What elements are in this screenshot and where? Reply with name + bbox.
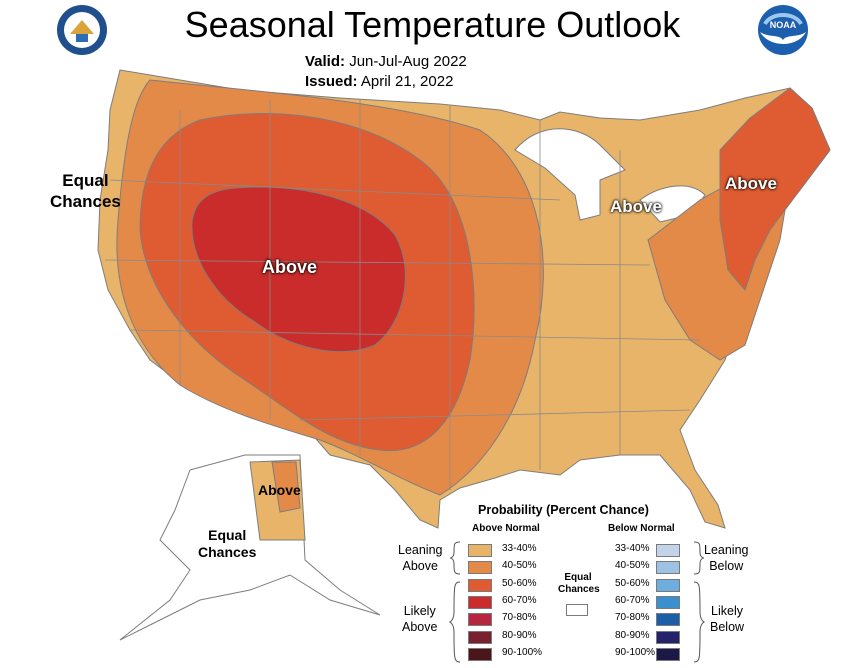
below-label-4: 60-70% bbox=[615, 594, 650, 606]
issued-label: Issued: bbox=[305, 73, 358, 90]
above-swatch-1 bbox=[468, 544, 492, 557]
commerce-seal-logo bbox=[57, 5, 107, 55]
likely-below-label: Likely Below bbox=[710, 604, 745, 634]
legend-above-header: Above Normal bbox=[472, 523, 540, 534]
west-equal-chances-label: Equal Chances bbox=[50, 171, 121, 211]
below-swatch-1 bbox=[656, 544, 680, 557]
below-swatch-4 bbox=[656, 595, 680, 609]
above-swatch-2 bbox=[468, 561, 492, 575]
below-label-1: 33-40% bbox=[615, 543, 650, 554]
above-swatch-4 bbox=[468, 595, 492, 609]
great-lakes bbox=[514, 128, 626, 221]
above-swatch-3 bbox=[468, 578, 492, 592]
northeast-50-60 bbox=[719, 87, 831, 291]
above-label-2: 40-50% bbox=[502, 560, 537, 572]
leaning-above-label: Leaning Above bbox=[398, 543, 443, 573]
valid-label: Valid: bbox=[305, 53, 346, 70]
state-lines bbox=[104, 100, 701, 490]
alaska-40-50 bbox=[271, 461, 301, 513]
noaa-logo: NOAA bbox=[758, 5, 808, 55]
below-label-3: 50-60% bbox=[615, 577, 650, 589]
above-swatch-7 bbox=[468, 647, 492, 661]
page-title: Seasonal Temperature Outlook bbox=[184, 4, 681, 45]
above-label-7: 90-100% bbox=[502, 646, 543, 658]
midwest-above-label: Above bbox=[610, 197, 662, 216]
above-label-1: 33-40% bbox=[502, 543, 537, 554]
above-label-6: 80-90% bbox=[502, 629, 537, 641]
alaska-above-label: Above bbox=[258, 482, 301, 498]
issued-line: Issued: April 21, 2022 bbox=[305, 73, 453, 90]
northeast-above-label: Above bbox=[725, 174, 777, 193]
below-swatch-3 bbox=[656, 578, 680, 592]
above-label-5: 70-80% bbox=[502, 612, 537, 624]
west-60-70 bbox=[191, 186, 406, 352]
noaa-logo-text: NOAA bbox=[770, 20, 797, 30]
below-swatch-2 bbox=[656, 561, 680, 575]
center-above-label: Above bbox=[262, 257, 318, 277]
above-label-4: 60-70% bbox=[502, 594, 537, 606]
likely-above-label: Likely Above bbox=[402, 604, 438, 634]
issued-value: April 21, 2022 bbox=[360, 73, 454, 90]
below-label-6: 80-90% bbox=[615, 629, 650, 641]
below-label-7: 90-100% bbox=[615, 646, 656, 658]
equal-chances-legend-label: Equal Chances bbox=[558, 572, 600, 595]
above-brackets bbox=[448, 541, 461, 663]
above-swatch-5 bbox=[468, 613, 492, 627]
leaning-below-label: Leaning Below bbox=[704, 543, 749, 573]
below-label-5: 70-80% bbox=[615, 612, 650, 624]
valid-line: Valid: Jun-Jul-Aug 2022 bbox=[305, 53, 467, 70]
equal-chances-swatch bbox=[566, 604, 588, 616]
above-label-3: 50-60% bbox=[502, 577, 537, 589]
below-label-2: 40-50% bbox=[615, 560, 650, 572]
below-swatch-6 bbox=[656, 630, 680, 644]
below-swatch-5 bbox=[656, 613, 680, 627]
below-brackets bbox=[693, 541, 706, 663]
above-swatch-6 bbox=[468, 630, 492, 644]
legend-below-header: Below Normal bbox=[608, 523, 675, 534]
alaska-equal-chances-label: Equal Chances bbox=[198, 527, 257, 560]
below-swatch-7 bbox=[656, 647, 680, 661]
legend-title: Probability (Percent Chance) bbox=[478, 503, 649, 517]
valid-value: Jun-Jul-Aug 2022 bbox=[349, 53, 467, 70]
